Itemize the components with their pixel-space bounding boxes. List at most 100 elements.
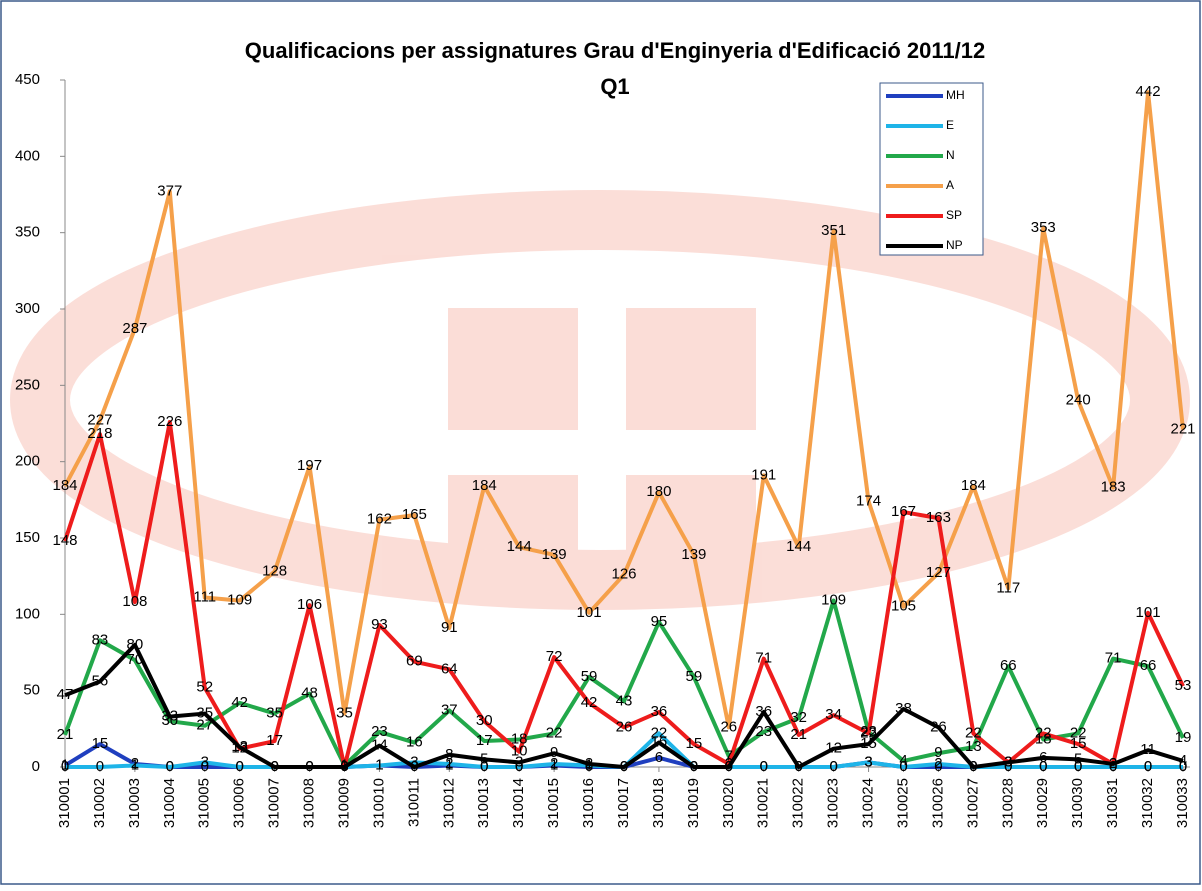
data-label: 66 — [1140, 657, 1157, 674]
y-tick-label: 350 — [15, 224, 40, 241]
y-tick-label: 100 — [15, 605, 40, 622]
legend-label: A — [946, 178, 954, 192]
data-label: 5 — [1074, 750, 1082, 767]
data-label: 165 — [402, 506, 427, 523]
data-label: 197 — [297, 457, 322, 474]
data-label: 0 — [829, 758, 837, 775]
data-label: 22 — [1035, 724, 1052, 741]
x-tick-label: 310027 — [964, 778, 981, 828]
legend-label: N — [946, 148, 955, 162]
data-label: 26 — [930, 718, 947, 735]
data-label: 117 — [996, 579, 1020, 596]
data-label: 226 — [157, 413, 182, 430]
data-label: 184 — [472, 477, 497, 494]
chart: Qualificacions per assignatures Grau d'E… — [0, 0, 1202, 886]
x-tick-label: 310005 — [196, 778, 213, 828]
data-label: 71 — [1105, 650, 1122, 667]
y-tick-label: 150 — [15, 529, 40, 546]
x-tick-label: 310021 — [755, 778, 772, 828]
data-label: 0 — [340, 758, 348, 775]
data-label: 162 — [367, 511, 392, 528]
x-tick-label: 310026 — [929, 778, 946, 828]
data-label: 15 — [860, 735, 877, 752]
data-label: 42 — [231, 694, 248, 711]
x-tick-label: 310008 — [301, 778, 318, 828]
data-label: 0 — [1144, 758, 1152, 775]
data-label: 191 — [751, 466, 776, 483]
data-label: 59 — [581, 668, 598, 685]
data-label: 72 — [546, 648, 563, 665]
x-tick-label: 310020 — [720, 778, 737, 828]
data-label: 64 — [441, 660, 458, 677]
data-label: 15 — [92, 735, 109, 752]
data-label: 0 — [166, 758, 174, 775]
data-label: 101 — [1136, 604, 1161, 621]
x-tick-label: 310029 — [1034, 778, 1051, 828]
data-label: 0 — [96, 758, 104, 775]
y-tick-label: 200 — [15, 453, 40, 470]
data-label: 126 — [611, 566, 636, 583]
data-label: 240 — [1066, 392, 1091, 409]
x-tick-label: 310032 — [1139, 778, 1156, 828]
data-label: 144 — [786, 538, 811, 555]
data-label: 4 — [1179, 752, 1187, 769]
data-label: 2 — [585, 755, 593, 772]
data-label: 139 — [542, 546, 567, 563]
data-label: 0 — [969, 758, 977, 775]
data-label: 42 — [581, 694, 598, 711]
data-label: 30 — [476, 712, 493, 729]
data-label: 221 — [1170, 421, 1195, 438]
data-label: 106 — [297, 596, 322, 613]
data-label: 0 — [61, 758, 69, 775]
data-label: 353 — [1031, 219, 1056, 236]
data-label: 184 — [52, 477, 77, 494]
data-label: 442 — [1136, 83, 1161, 100]
data-label: 23 — [755, 723, 772, 740]
data-label: 0 — [795, 758, 803, 775]
data-label: 83 — [92, 631, 109, 648]
data-label: 16 — [651, 734, 668, 751]
data-label: 0 — [270, 758, 278, 775]
data-label: 37 — [441, 701, 458, 718]
legend-label: E — [946, 118, 954, 132]
data-label: 139 — [681, 546, 706, 563]
data-label: 180 — [646, 483, 671, 500]
x-tick-label: 310017 — [615, 778, 632, 828]
data-label: 174 — [856, 492, 881, 509]
data-label: 69 — [406, 653, 423, 670]
data-label: 48 — [301, 685, 318, 702]
data-label: 287 — [122, 320, 147, 337]
data-label: 377 — [157, 182, 182, 199]
data-label: 19 — [1175, 729, 1192, 746]
data-label: 6 — [1039, 749, 1047, 766]
data-label: 34 — [825, 706, 842, 723]
data-label: 0 — [620, 758, 628, 775]
data-label: 0 — [305, 758, 313, 775]
x-tick-label: 310031 — [1104, 778, 1121, 828]
data-label: 22 — [965, 724, 982, 741]
data-label: 59 — [686, 668, 703, 685]
data-label: 1 — [131, 756, 139, 773]
data-label: 101 — [577, 604, 602, 621]
data-label: 148 — [52, 532, 77, 549]
data-label: 128 — [262, 563, 287, 580]
data-label: 3 — [201, 753, 209, 770]
x-tick-label: 310006 — [231, 778, 248, 828]
y-tick-label: 450 — [15, 71, 40, 88]
chart-title: Q1 — [600, 74, 629, 99]
x-tick-label: 310004 — [161, 778, 178, 828]
data-label: 47 — [57, 686, 74, 703]
data-label: 1 — [375, 756, 383, 773]
x-tick-label: 310003 — [126, 778, 143, 828]
data-label: 3 — [1004, 753, 1012, 770]
legend-box — [880, 83, 983, 255]
x-tick-label: 310019 — [685, 778, 702, 828]
data-label: 109 — [227, 592, 252, 609]
data-label: 12 — [825, 740, 842, 757]
data-label: 105 — [891, 598, 916, 615]
data-label: 35 — [336, 705, 353, 722]
data-label: 8 — [445, 746, 453, 763]
data-label: 70 — [127, 651, 144, 668]
data-label: 11 — [1140, 741, 1156, 758]
data-label: 184 — [961, 477, 986, 494]
